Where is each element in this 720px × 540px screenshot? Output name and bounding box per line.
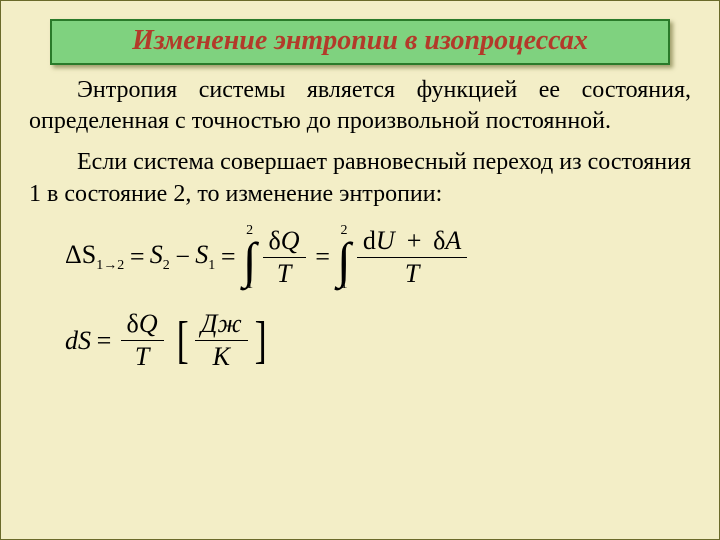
integral-1: 2 ∫ 1	[243, 224, 257, 292]
equals-4: =	[91, 327, 117, 356]
title-box: Изменение энтропии в изопроцессах	[50, 19, 670, 65]
equals-2: =	[215, 243, 241, 272]
frac-du-plus-da-over-t: dU + δA T	[357, 227, 467, 289]
d-s: dS	[65, 327, 91, 356]
frac-dq-over-t-2: δQ T	[121, 310, 164, 372]
equals-3: =	[310, 243, 336, 272]
s-one: S1	[195, 241, 215, 274]
minus: −	[170, 243, 196, 272]
formula-block: ΔS1→2 = S2 − S1 = 2 ∫ 1 δQ T =	[65, 224, 693, 372]
slide-title: Изменение энтропии в изопроцессах	[132, 25, 588, 56]
s-two: S2	[150, 241, 170, 274]
frac-dq-over-t: δQ T	[263, 227, 306, 289]
equals-1: =	[124, 243, 150, 272]
units-bracket: [ Дж К ]	[174, 310, 269, 372]
paragraph-1: Энтропия системы является функцией ее со…	[29, 75, 691, 137]
paragraph-2: Если система совершает равновесный перех…	[29, 147, 691, 209]
formula-line-1: ΔS1→2 = S2 − S1 = 2 ∫ 1 δQ T =	[65, 224, 693, 292]
integral-2: 2 ∫ 1	[337, 224, 351, 292]
formula-line-2: dS = δQ T [ Дж К ]	[65, 310, 693, 372]
delta-s: ΔS1→2	[65, 241, 124, 274]
slide: Изменение энтропии в изопроцессах Энтроп…	[0, 0, 720, 540]
